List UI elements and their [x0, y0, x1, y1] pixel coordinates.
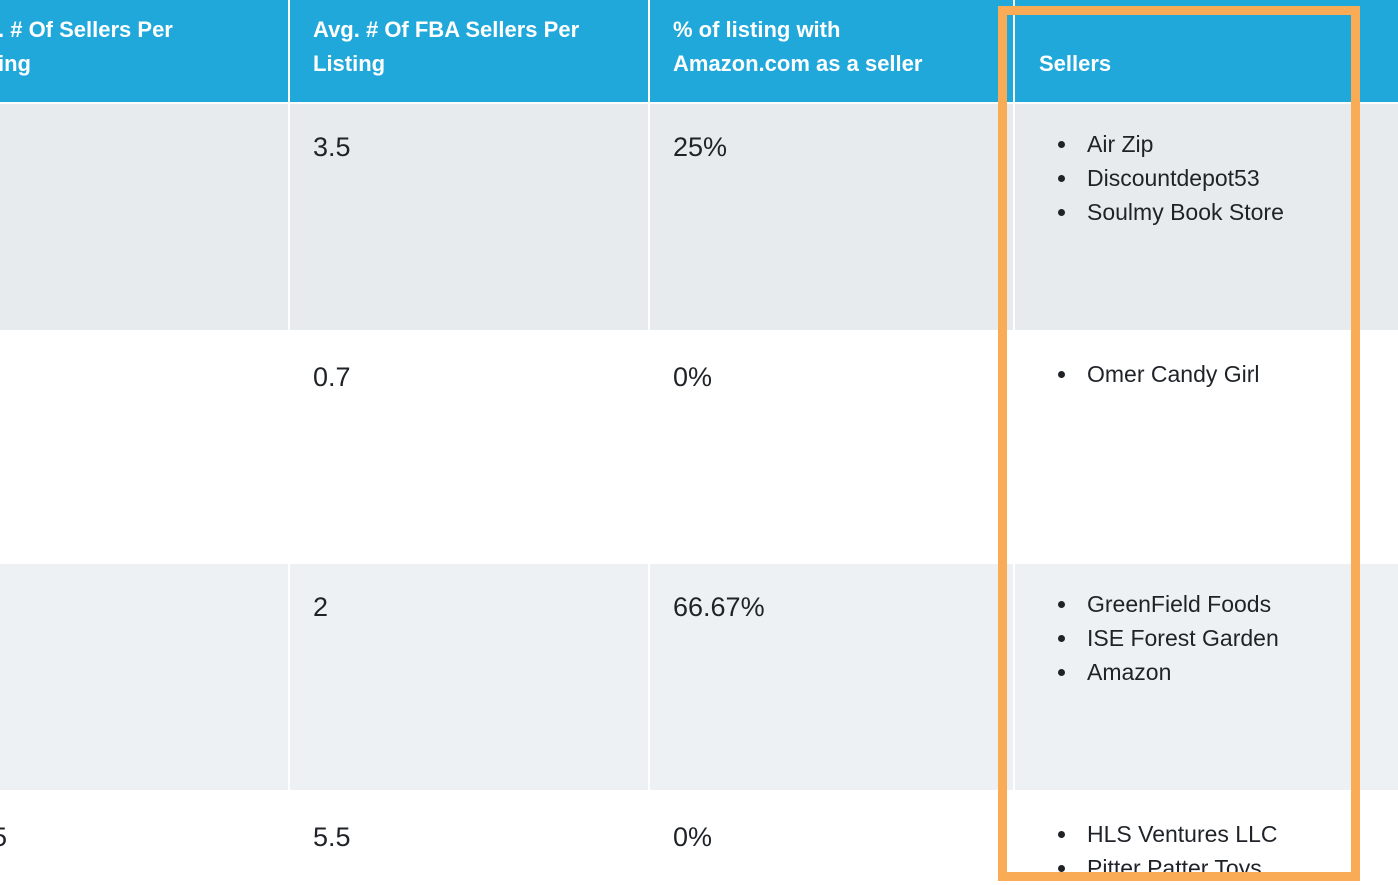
- column-divider: [288, 0, 290, 880]
- header-cell: [1015, 0, 1398, 102]
- column-divider: [648, 0, 650, 880]
- header-text: % of listing with: [673, 17, 841, 42]
- row-bg: [0, 792, 1398, 880]
- cell-value: 0%: [673, 822, 713, 852]
- header-text: Amazon.com as a seller: [673, 51, 923, 76]
- header-cell: [0, 0, 288, 102]
- seller-item: Amazon: [1057, 655, 1171, 689]
- header-cell: [290, 0, 648, 102]
- seller-item: Air Zip: [1057, 127, 1153, 161]
- header-text: ing: [0, 51, 31, 76]
- cell-value: 0.7: [313, 362, 351, 392]
- seller-item: Soulmy Book Store: [1058, 195, 1284, 229]
- seller-item: Discountdepot53: [1058, 161, 1260, 195]
- cell-value: 66.67%: [673, 592, 765, 622]
- cell-value: 5.5: [313, 822, 351, 852]
- seller-item: HLS Ventures LLC: [1058, 817, 1278, 851]
- highlight-box: [998, 6, 1360, 881]
- cell-value: 2: [313, 592, 329, 622]
- cell-value: 5: [0, 822, 7, 853]
- cell-value: 3.5: [313, 132, 351, 162]
- row-bg: [0, 564, 1398, 790]
- cell-value: 0%: [673, 362, 713, 392]
- header-text: Avg. # Of FBA Sellers Per: [313, 17, 580, 42]
- seller-item: GreenField Foods: [1057, 587, 1271, 621]
- header-text: . # Of Sellers Per: [0, 17, 173, 42]
- row-bg: [0, 332, 1398, 562]
- header-text: Listing: [313, 51, 386, 76]
- seller-item: Omer Candy Girl: [1058, 357, 1260, 391]
- cell-value: 25%: [673, 132, 728, 162]
- seller-item: ISE Forest Garden: [1058, 621, 1279, 655]
- header-cell: [650, 0, 1013, 102]
- column-divider: [1013, 0, 1015, 880]
- header-text: Sellers: [1039, 51, 1112, 76]
- row-bg: [0, 104, 1398, 330]
